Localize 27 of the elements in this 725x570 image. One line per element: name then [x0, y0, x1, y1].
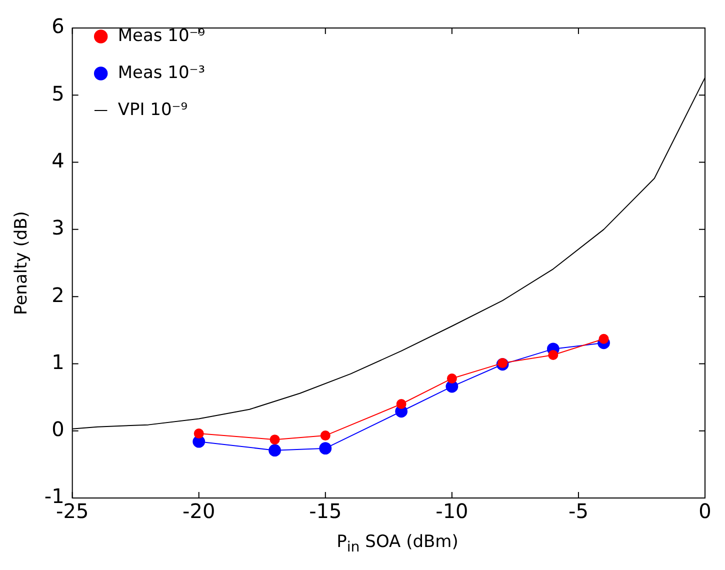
point — [548, 350, 558, 360]
y-tick-label: 4 — [52, 148, 64, 172]
y-tick-label: 6 — [52, 14, 64, 38]
x-tick-label: -10 — [436, 499, 468, 524]
point — [598, 334, 609, 344]
y-tick-label: 0 — [52, 417, 64, 442]
legend-label: VPI 10⁻⁹ — [118, 100, 188, 120]
x-tick-label: 0 — [698, 499, 712, 524]
y-tick-label: 3 — [52, 216, 64, 240]
y-tick-label: 1 — [52, 350, 64, 374]
point — [319, 442, 332, 455]
point — [270, 434, 280, 445]
y-tick-label: 5 — [52, 81, 64, 106]
x-tick-label: -20 — [182, 499, 216, 524]
point — [446, 373, 457, 384]
x-axis-title: P$_{in}$ SOA (dBm) — [336, 532, 460, 556]
point — [396, 399, 406, 409]
legend-label: Meas 10⁻³ — [118, 62, 206, 83]
y-axis-title: Penalty (dB) — [12, 211, 32, 315]
y-tick-label: 2 — [52, 282, 64, 307]
point — [320, 430, 330, 441]
point — [498, 358, 508, 368]
x-tick-label: -15 — [309, 499, 342, 524]
legend-label: Meas 10⁻⁹ — [118, 26, 206, 46]
point — [268, 444, 281, 457]
x-tick-label: -5 — [568, 499, 588, 524]
point — [194, 428, 204, 439]
